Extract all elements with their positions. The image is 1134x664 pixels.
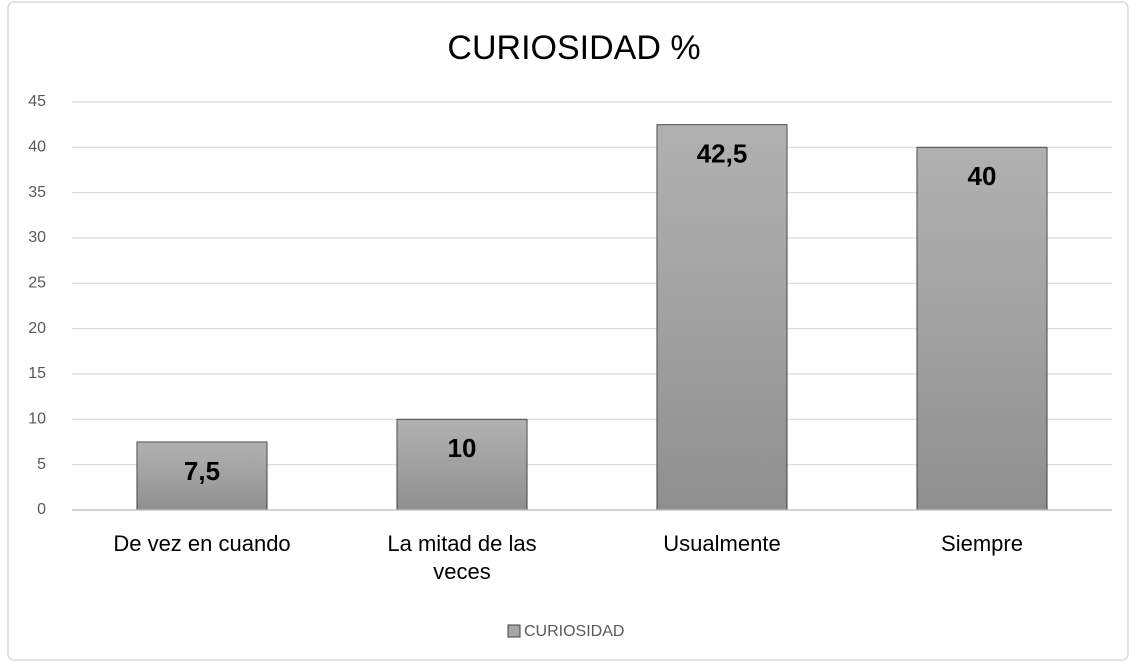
y-tick-label: 30 [28,229,46,246]
x-tick-label: Siempre [941,531,1023,556]
legend-swatch [507,624,521,638]
y-tick-label: 15 [28,365,46,382]
chart-title: CURIOSIDAD % [447,29,700,67]
y-tick-label: 40 [28,139,46,156]
y-tick-label: 25 [28,275,46,292]
chart-border [7,1,1129,661]
data-label: 7,5 [184,456,220,486]
bar [656,124,788,511]
x-tick-label: Usualmente [663,531,781,556]
y-tick-label: 35 [28,184,46,201]
y-tick-label: 45 [28,93,46,110]
bar [916,146,1048,511]
data-label: 40 [968,161,997,191]
y-tick-label: 10 [28,411,46,428]
data-label: 10 [448,433,477,463]
x-tick-label: La mitad de las veces [387,531,537,584]
y-tick-label: 5 [37,456,46,473]
legend-label: CURIOSIDAD [524,623,624,640]
y-tick-label: 0 [37,501,46,518]
y-tick-label: 20 [28,320,46,337]
x-tick-label: De vez en cuando [113,531,291,556]
data-label: 42,5 [697,139,748,169]
